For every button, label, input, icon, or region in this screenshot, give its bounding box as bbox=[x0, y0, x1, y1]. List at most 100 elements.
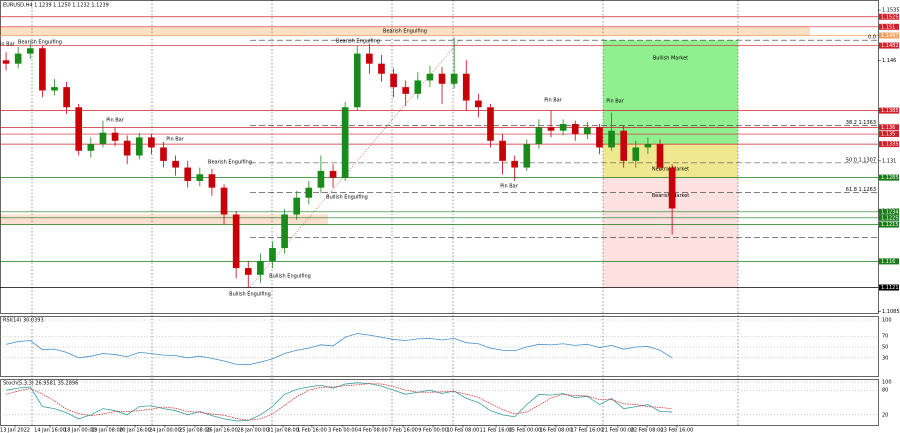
x-tick-label: 21 Feb 00:00 bbox=[602, 428, 635, 433]
candle-body bbox=[523, 144, 531, 168]
candle-body bbox=[196, 174, 204, 181]
pattern-annotation: Pin Bar bbox=[544, 98, 563, 104]
zone-label: Bearish Engulfing bbox=[383, 29, 427, 35]
candle-body bbox=[414, 80, 422, 94]
candle-body bbox=[257, 261, 264, 275]
candle-body bbox=[571, 123, 579, 135]
x-tick-label: 14 Jan 16:00 bbox=[34, 428, 66, 433]
indicator-tick-label: 100 bbox=[882, 380, 892, 386]
candle-body bbox=[632, 147, 640, 161]
candle-body bbox=[487, 107, 494, 141]
level-tag bbox=[879, 42, 899, 49]
level-label: 1.136 bbox=[881, 125, 895, 131]
x-tick-label: 17 Feb 16:00 bbox=[571, 428, 604, 433]
candle-body bbox=[123, 140, 131, 156]
level-tag bbox=[879, 141, 899, 148]
indicator-tick-label: 70 bbox=[882, 334, 888, 340]
candle-body bbox=[208, 174, 216, 188]
level-tag bbox=[879, 107, 899, 114]
candle-body bbox=[559, 123, 567, 131]
level-label: 1.1497 bbox=[881, 33, 899, 39]
candle-body bbox=[281, 214, 288, 248]
fib-label: 38.2 1.1363 bbox=[846, 120, 876, 126]
candle-body bbox=[14, 53, 22, 64]
level-tag bbox=[879, 23, 899, 30]
main-panel-frame bbox=[0, 0, 879, 314]
pattern-annotation: Pin Bar bbox=[500, 184, 519, 190]
candle-body bbox=[63, 87, 70, 108]
x-tick-label: 4 Feb 08:00 bbox=[358, 428, 388, 433]
zone bbox=[603, 40, 738, 145]
candle-body bbox=[390, 73, 397, 88]
level-tag bbox=[879, 208, 899, 215]
indicator-line bbox=[5, 333, 673, 366]
indicator-tick-label: 50 bbox=[882, 345, 888, 351]
candle-body bbox=[620, 130, 628, 161]
x-tick-label: 9 Feb 00:00 bbox=[418, 428, 448, 433]
indicator-tick-label: 20 bbox=[882, 412, 888, 418]
pattern-annotation: Bullish Engulfing bbox=[269, 274, 311, 280]
candle-body bbox=[2, 60, 10, 64]
level-label: 1.1335 bbox=[881, 142, 899, 148]
pattern-annotation: Pin Bar bbox=[606, 99, 625, 105]
candle-body bbox=[329, 170, 337, 178]
x-tick-label: 13 Jan 2022 bbox=[0, 428, 30, 433]
candle-body bbox=[511, 160, 519, 168]
pattern-annotation: Bearish Engulfing bbox=[208, 160, 252, 166]
candle-body bbox=[608, 130, 615, 148]
candle-body bbox=[87, 144, 95, 151]
zone bbox=[0, 214, 328, 225]
candle-body bbox=[378, 63, 385, 74]
candle-body bbox=[26, 48, 34, 54]
x-tick-label: 24 Jan 00:00 bbox=[149, 428, 181, 433]
candle-body bbox=[547, 127, 555, 131]
chart-title: EURUSD,H4 1.1239 1.1250 1.1232 1.1239 bbox=[3, 3, 109, 9]
candle-body bbox=[160, 147, 167, 161]
level-label: 1.1525 bbox=[881, 14, 899, 20]
rsi-label: RSI(14) 30.0393 bbox=[3, 318, 44, 324]
y-tick-label: 1.1085 bbox=[882, 309, 900, 315]
indicator-tick-label: 80 bbox=[882, 388, 888, 394]
candle-body bbox=[135, 137, 143, 156]
candle-body bbox=[232, 214, 240, 269]
pattern-annotation: Pin Bar bbox=[106, 118, 125, 124]
candle-body bbox=[596, 127, 603, 148]
pattern-annotation: Pin Bar bbox=[166, 137, 185, 143]
candle-body bbox=[99, 132, 107, 145]
x-tick-label: 31 Jan 08:00 bbox=[267, 428, 299, 433]
x-tick-label: 15 Feb 00:00 bbox=[509, 428, 542, 433]
candle-body bbox=[317, 170, 325, 188]
x-tick-label: 22 Feb 08:00 bbox=[631, 428, 664, 433]
candle-body bbox=[366, 53, 373, 64]
level-tag bbox=[879, 284, 899, 291]
level-tag bbox=[879, 124, 899, 131]
y-tick-label: 1.146 bbox=[882, 58, 896, 64]
candle-body bbox=[293, 197, 301, 215]
candle-body bbox=[220, 187, 228, 215]
level-label: 1.116 bbox=[881, 259, 895, 265]
level-label: 1.1234 bbox=[881, 209, 899, 215]
candle-body bbox=[668, 167, 676, 209]
candle-body bbox=[75, 107, 83, 151]
fib-trend-line bbox=[249, 39, 461, 288]
candle-body bbox=[462, 73, 470, 101]
x-tick-label: 3 Feb 00:00 bbox=[328, 428, 358, 433]
candle-body bbox=[184, 167, 192, 181]
candle-body bbox=[341, 107, 349, 178]
candle-body bbox=[111, 132, 119, 141]
zone-label: Bullish Market bbox=[653, 56, 688, 62]
candle-body bbox=[51, 87, 58, 91]
y-tick-label: 1.131 bbox=[882, 158, 896, 164]
candle-body bbox=[644, 144, 652, 148]
level-label: 1.1215 bbox=[881, 222, 899, 228]
candle-body bbox=[450, 73, 458, 84]
candle-body bbox=[438, 73, 446, 84]
x-tick-label: 19 Jan 08:00 bbox=[91, 428, 123, 433]
candle-body bbox=[535, 127, 543, 145]
level-label: 1.1482 bbox=[881, 43, 899, 49]
candle-body bbox=[499, 140, 506, 161]
level-label: 1.1385 bbox=[881, 108, 899, 114]
stoch-panel-frame bbox=[0, 379, 879, 426]
level-label: 1.151 bbox=[881, 24, 895, 30]
